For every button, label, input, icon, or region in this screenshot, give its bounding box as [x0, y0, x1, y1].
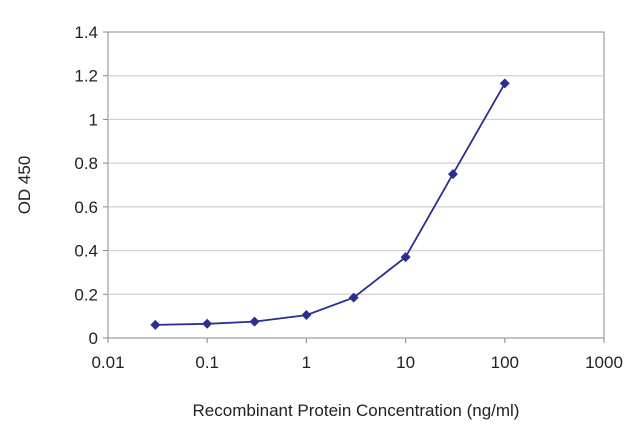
data-point	[499, 78, 510, 89]
y-axis-ticks: 0 0.2 0.4 0.6 0.8 1 1.2 1.4	[74, 23, 108, 348]
x-tick-label: 0.01	[91, 353, 124, 372]
y-tick-label: 0	[89, 329, 98, 348]
x-axis-label: Recombinant Protein Concentration (ng/ml…	[193, 401, 520, 420]
series-group	[150, 78, 510, 330]
data-point	[202, 318, 213, 329]
data-point	[301, 310, 312, 321]
y-tick-label: 0.6	[74, 198, 98, 217]
x-tick-label: 0.1	[195, 353, 219, 372]
y-tick-label: 0.8	[74, 154, 98, 173]
data-point	[348, 292, 359, 303]
data-point	[400, 252, 411, 263]
series-line	[155, 82, 506, 326]
data-point	[249, 316, 260, 327]
y-tick-label: 0.2	[74, 285, 98, 304]
plot-area	[107, 31, 605, 339]
gridlines	[108, 75, 604, 295]
y-axis-label: OD 450	[15, 156, 34, 215]
y-tick-label: 1.2	[74, 67, 98, 86]
x-tick-label: 1	[302, 353, 311, 372]
y-tick-label: 1	[89, 110, 98, 129]
data-point	[150, 319, 161, 330]
x-axis-ticks: 0.01 0.1 1 10 100 1000	[91, 338, 623, 372]
y-tick-label: 0.4	[74, 242, 98, 261]
y-tick-label: 1.4	[74, 23, 98, 42]
x-tick-label: 1000	[585, 353, 623, 372]
x-tick-label: 100	[491, 353, 519, 372]
data-point	[447, 169, 458, 180]
x-tick-label: 10	[396, 353, 415, 372]
